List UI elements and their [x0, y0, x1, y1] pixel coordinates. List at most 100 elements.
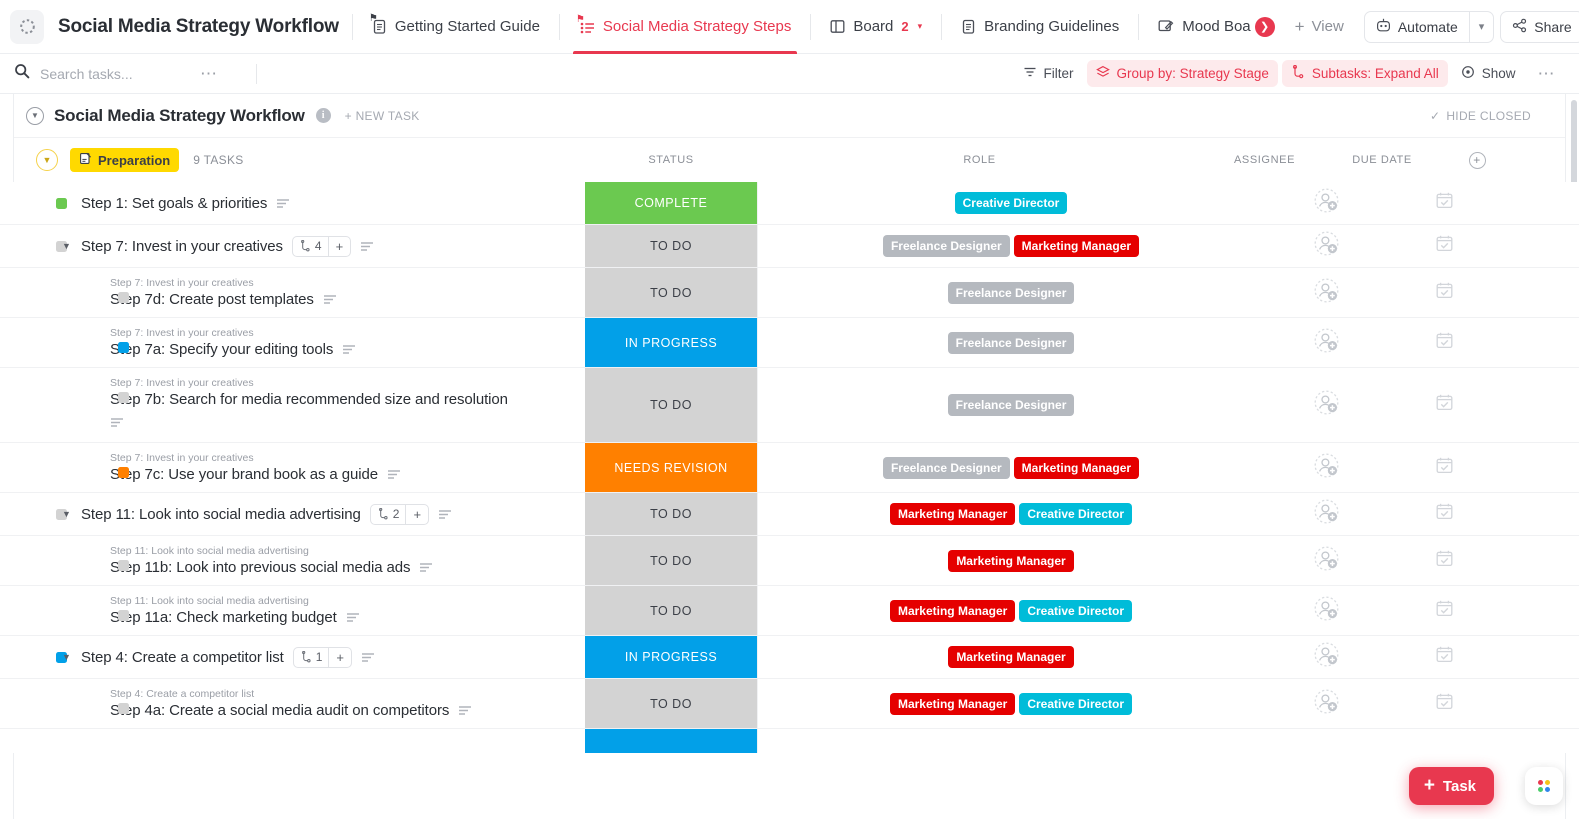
assignee-cell[interactable]	[1264, 318, 1389, 367]
task-name-cell[interactable]: Step 1: Set goals & priorities	[0, 182, 585, 224]
status-cell[interactable]: TO DO	[585, 268, 757, 317]
tab-social-media-strategy-steps[interactable]: ⚑ Social Media Strategy Steps	[572, 0, 798, 54]
chevron-down-icon[interactable]: ▾	[917, 21, 923, 31]
toolbar-overflow-button[interactable]: ⋯	[1529, 60, 1566, 87]
list-collapse-chevron-down-icon[interactable]: ▼	[26, 106, 44, 125]
group-by-button[interactable]: Group by: Strategy Stage	[1086, 60, 1278, 87]
role-cell[interactable]: Marketing Manager Creative Director	[757, 493, 1264, 535]
role-cell[interactable]: Marketing Manager	[757, 536, 1264, 585]
table-row[interactable]: Step 11: Look into social media advertis…	[0, 586, 1579, 636]
status-cell[interactable]: TO DO	[585, 493, 757, 535]
role-tag[interactable]: Freelance Designer	[882, 456, 1010, 479]
tab-getting-started-guide[interactable]: ⚑ Getting Started Guide	[366, 0, 546, 54]
search-input[interactable]	[40, 65, 190, 82]
task-name-cell[interactable]: ▼ Step 7: Invest in your creatives 4 +	[0, 225, 585, 267]
apps-launcher-button[interactable]	[1525, 767, 1563, 805]
task-name-cell[interactable]: Step 11: Look into social media advertis…	[0, 586, 585, 635]
expand-collapse-chevron-down-icon[interactable]: ▼	[62, 241, 71, 251]
task-name-cell[interactable]: Step 7: Invest in your creatives Step 7b:…	[0, 368, 585, 442]
table-row[interactable]: Step 7: Invest in your creatives Step 7b:…	[0, 368, 1579, 443]
role-cell[interactable]: Freelance Designer	[757, 318, 1264, 367]
description-icon[interactable]	[342, 344, 356, 355]
status-dot[interactable]	[118, 610, 129, 621]
due-date-cell[interactable]	[1389, 182, 1499, 224]
tab-board[interactable]: Board 2 ▾	[824, 0, 928, 54]
column-add-button[interactable]: +	[1437, 138, 1517, 182]
search-more-ellipsis-icon[interactable]: ⋯	[200, 64, 219, 83]
info-icon[interactable]: i	[315, 108, 331, 123]
add-assignee-icon[interactable]	[1313, 230, 1340, 262]
expand-collapse-chevron-down-icon[interactable]: ▼	[62, 509, 71, 519]
role-tag[interactable]: Freelance Designer	[882, 235, 1010, 257]
role-cell[interactable]: Freelance Designer Marketing Manager	[757, 225, 1264, 267]
tab-branding-guidelines[interactable]: Branding Guidelines	[955, 0, 1125, 54]
role-cell[interactable]: Marketing Manager Creative Director	[757, 586, 1264, 635]
subtask-count-control[interactable]: 2 +	[369, 503, 430, 525]
group-collapse-chevron-down-icon[interactable]: ▼	[36, 149, 58, 171]
due-date-cell[interactable]	[1389, 636, 1499, 678]
assignee-cell[interactable]	[1264, 729, 1389, 753]
subtask-count-control[interactable]: 1 +	[292, 646, 353, 668]
automate-dropdown-chevron-down-icon[interactable]: ▾	[1478, 21, 1485, 33]
status-dot[interactable]	[118, 467, 129, 478]
due-date-cell[interactable]	[1389, 268, 1499, 317]
role-cell[interactable]: Freelance Designer	[757, 268, 1264, 317]
add-assignee-icon[interactable]	[1313, 641, 1340, 673]
table-row[interactable]: Step 4: Create a competitor list Step 4a:…	[0, 679, 1579, 729]
due-date-cell[interactable]	[1389, 225, 1499, 267]
filter-button[interactable]: Filter	[1014, 60, 1083, 87]
calendar-icon[interactable]	[1435, 502, 1454, 526]
status-dot[interactable]	[118, 560, 129, 571]
task-name-cell[interactable]: ▼ Step 4: Create a competitor list 1 +	[0, 636, 585, 678]
add-assignee-icon[interactable]	[1313, 187, 1340, 219]
calendar-icon[interactable]	[1435, 191, 1454, 215]
calendar-icon[interactable]	[1435, 549, 1454, 573]
assignee-cell[interactable]	[1264, 368, 1389, 442]
task-name-cell[interactable]: Step 7: Invest in your creatives Step 7a:…	[0, 318, 585, 367]
due-date-cell[interactable]	[1389, 729, 1499, 753]
due-date-cell[interactable]	[1389, 493, 1499, 535]
table-row[interactable]: Step 11: Look into social media advertis…	[0, 536, 1579, 586]
task-name-cell[interactable]: Step 11: Look into social media advertis…	[0, 536, 585, 585]
role-cell[interactable]: Marketing Manager	[757, 636, 1264, 678]
status-cell[interactable]: TO DO	[585, 225, 757, 267]
status-dot[interactable]	[118, 342, 129, 353]
role-tag[interactable]: Freelance Designer	[947, 394, 1075, 416]
description-icon[interactable]	[110, 417, 124, 428]
description-icon[interactable]	[419, 562, 433, 573]
role-cell[interactable]	[757, 729, 1264, 753]
status-dot[interactable]	[56, 197, 67, 209]
role-tag[interactable]: Marketing Manager	[889, 503, 1016, 525]
status-cell[interactable]: TO DO	[585, 586, 757, 635]
calendar-icon[interactable]	[1435, 393, 1454, 417]
show-button[interactable]: Show	[1452, 60, 1525, 87]
assignee-cell[interactable]	[1264, 536, 1389, 585]
assignee-cell[interactable]	[1264, 182, 1389, 224]
status-dot[interactable]	[118, 703, 129, 714]
calendar-icon[interactable]	[1435, 234, 1454, 258]
parent-task-breadcrumb[interactable]: Step 11: Look into social media advertis…	[110, 595, 309, 607]
due-date-cell[interactable]	[1389, 679, 1499, 728]
status-cell[interactable]: TO DO	[585, 679, 757, 728]
parent-task-breadcrumb[interactable]: Step 7: Invest in your creatives	[110, 377, 254, 389]
add-assignee-icon[interactable]	[1313, 327, 1340, 359]
description-icon[interactable]	[346, 612, 360, 623]
description-icon[interactable]	[360, 241, 374, 252]
column-header-due-date[interactable]: DUE DATE	[1352, 154, 1412, 166]
add-assignee-icon[interactable]	[1313, 452, 1340, 484]
due-date-cell[interactable]	[1389, 586, 1499, 635]
role-cell[interactable]: Marketing Manager Creative Director	[757, 679, 1264, 728]
table-row[interactable]: ▼ Step 4: Create a competitor list 1 + IN PR…	[0, 636, 1579, 679]
column-header-status[interactable]: STATUS	[648, 154, 694, 166]
calendar-icon[interactable]	[1435, 331, 1454, 355]
table-row[interactable]: Step 7: Invest in your creatives Step 7a:…	[0, 318, 1579, 368]
calendar-icon[interactable]	[1435, 599, 1454, 623]
role-tag[interactable]: Freelance Designer	[947, 331, 1075, 354]
parent-task-breadcrumb[interactable]: Step 7: Invest in your creatives	[110, 452, 254, 464]
subtask-count-control[interactable]: 4 +	[291, 235, 352, 257]
role-tag[interactable]: Freelance Designer	[947, 281, 1075, 304]
share-button[interactable]: Share	[1500, 10, 1579, 43]
status-cell[interactable]: IN PROGRESS	[585, 636, 757, 678]
assignee-cell[interactable]	[1264, 493, 1389, 535]
description-icon[interactable]	[361, 652, 375, 663]
